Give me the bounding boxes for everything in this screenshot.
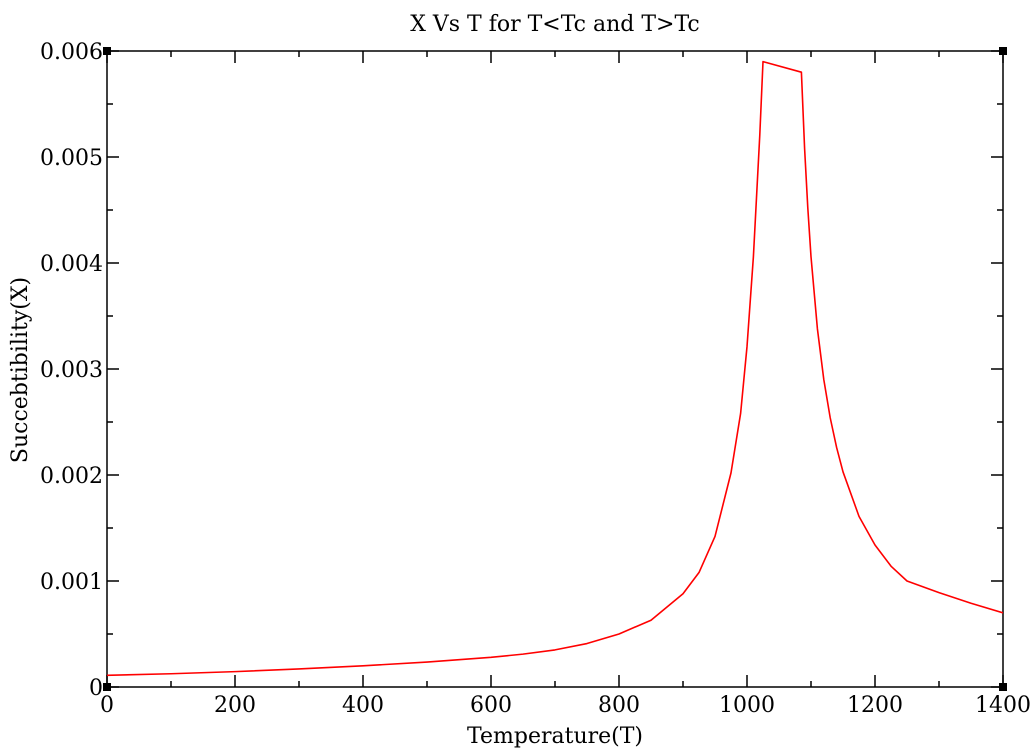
corner-handles [103,47,1007,691]
y-axis: 0 0.001 0.002 0.003 0.004 0.005 0.006 [40,40,1003,701]
x-axis-title: Temperature(T) [467,724,643,749]
x-tick-label: 1400 [975,693,1031,718]
x-tick-label: 800 [598,693,640,718]
y-tick-label: 0.006 [40,40,103,65]
x-tick-label: 200 [214,693,256,718]
x-axis: 0 200 400 600 800 1000 1200 1400 [100,51,1031,718]
y-axis-title: Succebtibility(X) [8,277,33,463]
chart-title: X Vs T for T<Tc and T>Tc [410,12,700,37]
y-tick-label: 0.004 [40,252,103,277]
y-tick-label: 0.005 [40,146,103,171]
corner-handle [999,47,1007,55]
x-tick-label: 1200 [847,693,903,718]
x-tick-label: 1000 [719,693,775,718]
x-tick-label: 600 [470,693,512,718]
y-tick-label: 0.001 [40,570,103,595]
corner-handle [103,683,111,691]
y-tick-label: 0.002 [40,464,103,489]
plot-area: 0 200 400 600 800 1000 1200 1400 0 0.001 0.002 0.0… [40,40,1031,718]
y-tick-label: 0.003 [40,358,103,383]
x-tick-label: 400 [342,693,384,718]
series-line-0 [107,60,1003,677]
plot-frame [106,50,1004,688]
series-layer [107,60,1003,677]
x-tick-label: 0 [100,693,114,718]
corner-handle [999,683,1007,691]
corner-handle [103,47,111,55]
y-tick-label: 0 [89,676,103,701]
